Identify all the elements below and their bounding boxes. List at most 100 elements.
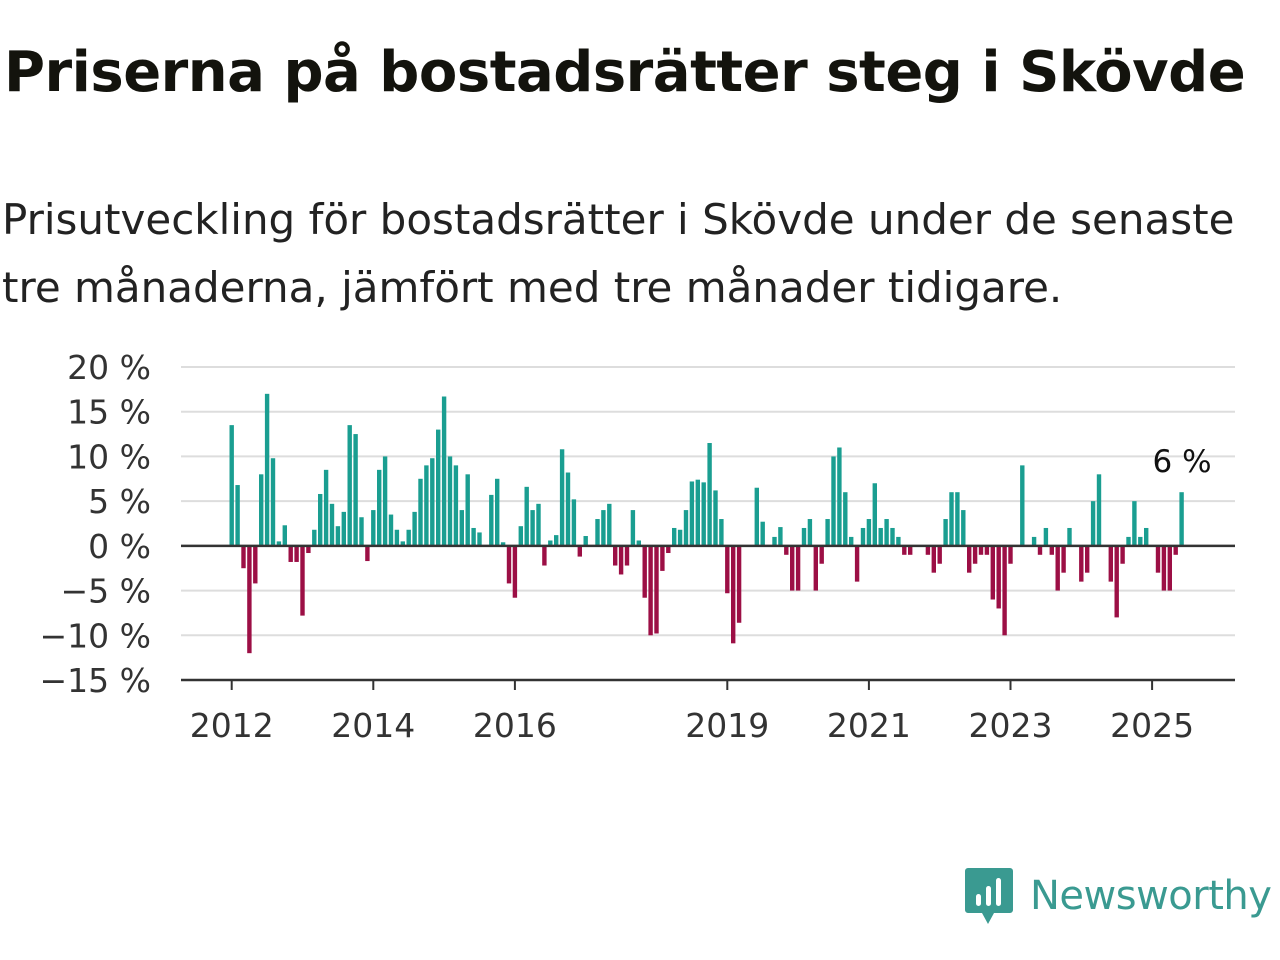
bar [388,514,394,546]
bar [1079,545,1084,582]
bar [506,545,512,584]
bar [931,545,936,573]
bar [247,545,252,654]
newsworthy-logo-icon [965,868,1013,924]
bar [412,511,417,546]
bar [430,458,435,546]
bar [1120,545,1125,564]
bar [1049,545,1054,555]
bar [683,510,689,546]
bar [276,541,282,546]
bar [294,545,299,562]
x-tick-label: 2019 [685,706,769,745]
bar [908,545,913,555]
bar [996,545,1001,609]
bar [1108,545,1113,582]
bar [784,545,789,555]
bar [512,545,518,598]
y-axis-labels: 20 % 15 % 10 % 5 % 0 % −5 % −10 % −15 % [40,348,152,700]
bar [972,545,978,564]
bar [736,545,742,623]
bar [459,510,464,546]
bar [813,545,818,591]
bar [1061,545,1066,573]
chart-subtitle: Prisutveckling för bostadsrätter i Skövd… [2,195,1235,312]
bar [441,396,447,546]
bar [636,540,641,546]
bar [1090,501,1096,546]
bar [1173,545,1178,555]
axes [181,544,1235,690]
bar [731,545,736,644]
bar [937,545,942,564]
bars [229,393,1184,654]
bar [642,545,647,598]
bar [713,490,718,546]
bar [241,545,246,569]
y-tick-label: −5 % [61,572,152,611]
bar [1043,527,1049,546]
bar [677,529,683,546]
bar [536,503,541,546]
bar [559,449,565,546]
bar [1002,545,1007,636]
bar [707,443,712,546]
bar [583,536,588,546]
bar [548,540,553,546]
bar [849,536,854,546]
bar [418,478,423,546]
bar [878,527,883,546]
bar [902,545,907,555]
bar [672,527,677,546]
bar [843,492,848,546]
bar [860,527,866,546]
bar [660,545,665,571]
bar [1138,536,1143,546]
bar [890,527,895,546]
bar [436,429,441,546]
x-tick-label: 2025 [1110,706,1194,745]
bar [695,479,700,546]
bar [701,482,706,546]
bar [618,545,624,575]
bar [1161,545,1167,591]
annotations: 6 % [1153,444,1212,480]
bar [837,447,842,546]
bar [854,545,860,582]
bar [866,519,872,546]
bar [1179,492,1184,546]
bar [471,527,476,546]
bar [831,456,836,546]
bar [689,481,695,546]
bar [571,499,577,546]
bar [270,458,276,546]
bar [1020,465,1025,546]
y-tick-label: −10 % [40,616,152,655]
bar [790,545,795,591]
bar [943,519,948,546]
y-tick-label: 10 % [67,437,151,476]
bar [447,456,453,546]
last-value-label: 6 % [1153,444,1212,480]
chart-title: Priserna på bostadsrätter steg i Skövde [4,40,1246,105]
bar [577,545,582,557]
y-tick-label: 15 % [67,393,151,432]
bar [801,527,807,546]
bar [613,545,618,566]
x-axis-labels: 2012 2014 2016 2019 2021 2023 2025 [190,706,1194,745]
x-tick-label: 2012 [190,706,274,745]
bar [259,474,264,546]
bar [341,511,346,546]
bar [495,478,500,546]
bar [984,545,990,555]
x-tick-label: 2021 [827,706,911,745]
bar [990,545,995,600]
bar [347,425,352,546]
x-tick-label: 2016 [473,706,557,745]
bar [624,545,630,566]
bar [377,469,382,546]
bar [1126,536,1131,546]
bar [1155,545,1161,573]
bar [406,529,411,546]
bar [925,545,931,555]
